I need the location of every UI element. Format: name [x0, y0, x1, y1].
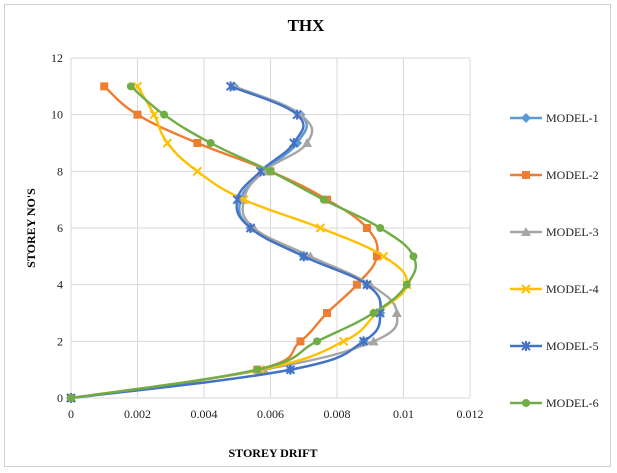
- series-line-model-6: [70, 85, 418, 400]
- data-point-model-2: [133, 110, 142, 119]
- legend-label: MODEL-2: [546, 168, 599, 182]
- legend-item-model-3: MODEL-3: [510, 225, 599, 239]
- series-model-4: [66, 81, 412, 403]
- data-point-model-2: [362, 224, 371, 232]
- legend-label: MODEL-5: [546, 339, 599, 353]
- chart-title: THX: [288, 16, 326, 35]
- legend: MODEL-1 MODEL-2 MODEL-3 MODEL-4 MODEL-5 MODEL…: [510, 111, 599, 410]
- data-point-model-6: [402, 280, 411, 289]
- data-point-model-6: [253, 365, 262, 374]
- y-tick-label: 6: [57, 221, 63, 235]
- legend-item-model-5: MODEL-5: [510, 339, 599, 353]
- data-point-model-5: [289, 138, 299, 148]
- legend-marker: [521, 227, 531, 236]
- legend-item-model-2: MODEL-2: [510, 168, 599, 182]
- legend-marker: [522, 171, 530, 179]
- data-point-model-4: [378, 251, 389, 262]
- data-point-model-5: [292, 109, 302, 120]
- y-tick-label: 4: [57, 278, 63, 292]
- legend-marker: [521, 341, 531, 351]
- grid-lines: [70, 57, 471, 399]
- data-point-model-4: [192, 166, 203, 177]
- data-point-model-4: [338, 336, 349, 347]
- legend-label: MODEL-3: [546, 225, 599, 239]
- data-point-model-2: [193, 139, 202, 147]
- series-line-model-4: [70, 85, 409, 400]
- data-point-model-6: [160, 110, 169, 119]
- x-tick-label: 0.006: [257, 407, 284, 421]
- data-point-model-4: [315, 223, 326, 233]
- legend-marker: [522, 399, 530, 407]
- data-point-model-5: [362, 279, 372, 290]
- legend-label: MODEL-6: [546, 396, 599, 410]
- data-point-model-6: [313, 337, 322, 346]
- x-tick-label: 0.004: [191, 407, 218, 421]
- data-point-model-6: [266, 167, 275, 176]
- series-line-model-2: [70, 85, 379, 400]
- series-line-model-5: [70, 85, 382, 400]
- data-point-model-6: [376, 224, 385, 232]
- data-point-model-6: [206, 139, 215, 147]
- data-point-model-2: [323, 309, 332, 317]
- x-tick-label: 0.012: [457, 407, 484, 421]
- y-tick-label: 10: [51, 108, 63, 122]
- series-model-6: [67, 82, 418, 402]
- chart-canvas: 0 0.002 0.004 0.006 0.008 0.01 0.012024681012 …: [24, 16, 599, 460]
- series-line-model-1: [70, 85, 382, 400]
- data-point-model-6: [319, 195, 328, 204]
- data-point-model-6: [409, 252, 418, 261]
- data-point-model-4: [162, 138, 173, 148]
- data-point-model-3: [368, 336, 379, 346]
- x-tick-label: 0: [68, 407, 74, 421]
- data-point-model-5: [245, 223, 256, 233]
- data-point-model-2: [100, 82, 109, 91]
- legend-item-model-1: MODEL-1: [510, 111, 599, 125]
- chart-frame: 0 0.002 0.004 0.006 0.008 0.01 0.012 0 2 4 6 8 10 12 …: [4, 4, 611, 467]
- y-tick-label: 2: [57, 334, 63, 348]
- data-point-model-2: [352, 280, 361, 289]
- y-tick-label: 8: [57, 164, 63, 178]
- data-point-model-5: [225, 81, 236, 92]
- legend-marker: [521, 284, 531, 294]
- legend-item-model-4: MODEL-4: [510, 282, 599, 296]
- data-point-model-6: [67, 394, 75, 402]
- legend-label: MODEL-1: [546, 111, 599, 125]
- data-point-model-4: [149, 109, 159, 120]
- series-model-5: [66, 81, 385, 403]
- data-point-model-3: [302, 138, 313, 147]
- data-point-model-5: [232, 194, 242, 205]
- data-point-model-2: [372, 252, 381, 261]
- data-point-model-6: [126, 82, 135, 91]
- data-point-model-3: [391, 308, 402, 317]
- x-tick-label: 0.01: [393, 407, 414, 421]
- data-point-model-5: [299, 251, 309, 262]
- legend-label: MODEL-4: [546, 282, 599, 296]
- data-point-model-5: [285, 364, 296, 375]
- legend-item-model-6: MODEL-6: [510, 396, 599, 410]
- y-tick-label: 0: [57, 391, 63, 405]
- x-axis-title: STOREY DRIFT: [228, 446, 317, 460]
- tick-labels: 0 0.002 0.004 0.006 0.008 0.01 0.012 0 2 4 6 8 10 12: [51, 51, 484, 421]
- legend-marker: [521, 113, 531, 123]
- x-tick-label: 0.008: [324, 407, 351, 421]
- x-tick-label: 0.002: [124, 407, 151, 421]
- data-point-model-2: [296, 337, 305, 346]
- series-lines: [66, 81, 418, 403]
- data-point-model-6: [369, 309, 378, 317]
- data-point-model-5: [358, 336, 369, 347]
- y-axis-title: STOREY NO'S: [24, 188, 38, 268]
- y-tick-label: 12: [51, 51, 63, 65]
